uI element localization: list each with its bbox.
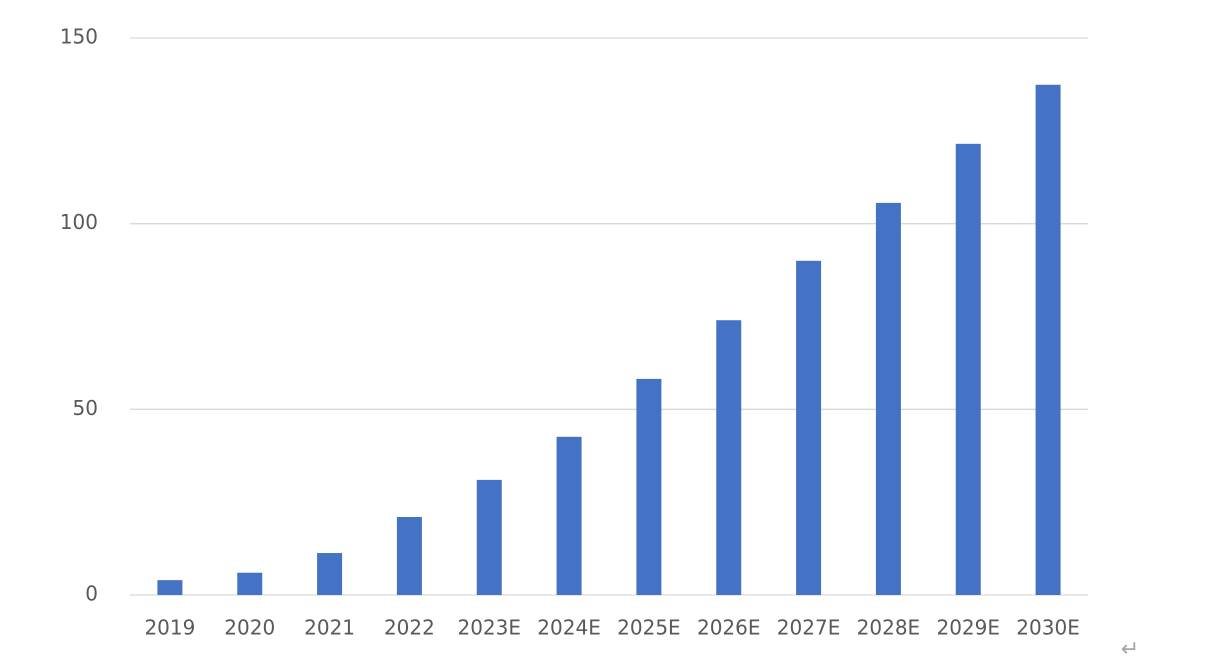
y-tick-label: 150 — [60, 25, 98, 49]
bar — [556, 436, 582, 595]
x-tick-label: 2029E — [936, 616, 1000, 640]
x-tick-label: 2020 — [224, 616, 275, 640]
x-tick-label: 2030E — [1016, 616, 1080, 640]
bar — [396, 517, 422, 595]
y-tick-label: 50 — [73, 396, 98, 420]
bar — [796, 260, 822, 595]
bar — [875, 202, 901, 595]
bar — [1035, 84, 1061, 596]
bar — [157, 580, 183, 595]
bar — [716, 320, 742, 595]
bar — [317, 553, 343, 595]
bar — [955, 143, 981, 595]
bar — [476, 479, 502, 595]
y-tick-label: 0 — [85, 582, 98, 606]
bar — [237, 572, 263, 595]
x-tick-label: 2021 — [304, 616, 355, 640]
x-tick-label: 2026E — [697, 616, 761, 640]
paragraph-mark: ↵ — [1121, 637, 1139, 662]
y-tick-label: 100 — [60, 210, 98, 234]
x-tick-label: 2028E — [857, 616, 921, 640]
x-tick-label: 2022 — [384, 616, 435, 640]
x-tick-label: 2027E — [777, 616, 841, 640]
x-tick-label: 2024E — [537, 616, 601, 640]
x-tick-label: 2025E — [617, 616, 681, 640]
x-tick-label: 2023E — [457, 616, 521, 640]
bar — [636, 378, 662, 595]
x-tick-label: 2019 — [144, 616, 195, 640]
